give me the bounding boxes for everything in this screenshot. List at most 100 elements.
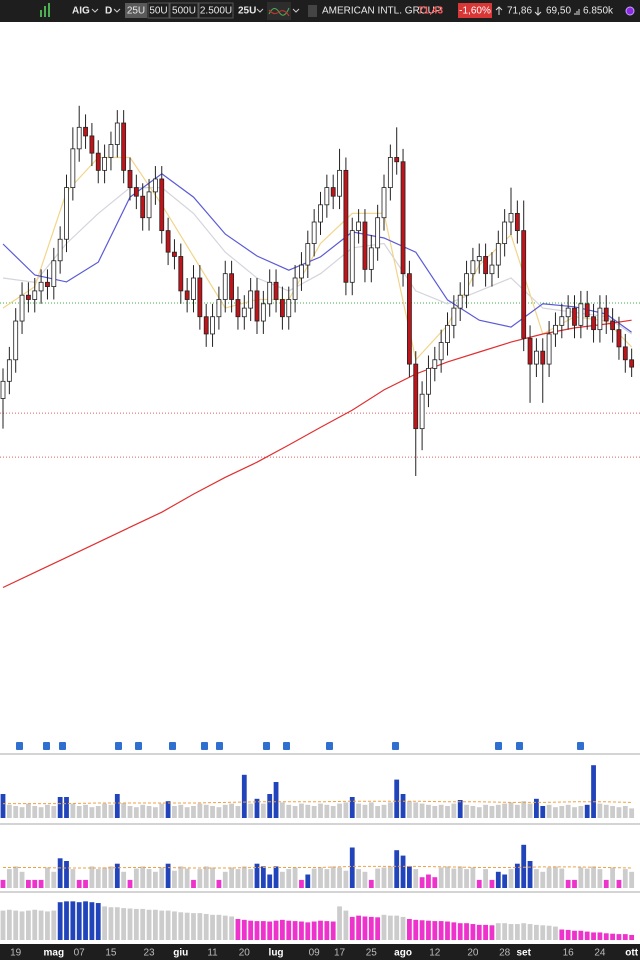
volume-bar: [38, 807, 44, 818]
volume-bar: [540, 925, 546, 940]
event-icon[interactable]: [495, 742, 502, 750]
volume-bar: [356, 803, 361, 818]
volume-bar: [89, 866, 95, 888]
up-arrow: [495, 6, 503, 15]
candle-body: [121, 122, 127, 171]
volume-bar: [102, 803, 107, 818]
volume-bar: [495, 871, 501, 888]
event-icon[interactable]: [59, 742, 66, 750]
volume-bar: [222, 804, 228, 818]
volume-bar: [254, 863, 260, 888]
volume-bar: [64, 861, 69, 888]
period[interactable]: D: [105, 6, 112, 17]
volume-bar: [368, 802, 374, 818]
volume-bar: [95, 869, 101, 888]
volume-icon: [574, 9, 580, 15]
toolbar-icon[interactable]: [40, 3, 50, 17]
volume-bar: [546, 925, 552, 940]
volume-bar: [527, 803, 533, 818]
event-icon[interactable]: [577, 742, 584, 750]
event-icon[interactable]: [135, 742, 142, 750]
range-button[interactable]: 500U: [172, 6, 196, 17]
info-icon[interactable]: [308, 5, 317, 17]
event-icon[interactable]: [16, 742, 23, 750]
candle-body: [394, 157, 400, 163]
volume-bar: [565, 804, 571, 818]
volume-bar: [13, 806, 19, 818]
volume-bar: [381, 804, 387, 818]
volume-bar: [375, 917, 381, 940]
volume-bar: [76, 879, 82, 888]
event-icon[interactable]: [263, 742, 270, 750]
volume-bar: [400, 916, 406, 940]
candle-body: [133, 187, 139, 197]
volume-bar: [165, 801, 171, 818]
candle-body: [508, 213, 514, 223]
event-icon[interactable]: [169, 742, 176, 750]
volume-bar: [267, 794, 273, 818]
volume-bar: [502, 923, 508, 940]
volume-bar: [578, 930, 584, 940]
volume-bar: [273, 866, 279, 888]
volume-bar: [483, 869, 488, 888]
candle-body: [406, 273, 412, 365]
volume-bar: [597, 869, 603, 888]
symbol[interactable]: AIG: [72, 6, 90, 17]
volume-bar: [318, 920, 323, 940]
volume-bar: [546, 867, 552, 888]
status-dot[interactable]: [625, 6, 635, 16]
volume-bar: [57, 858, 63, 888]
volume-bar: [203, 804, 209, 818]
candle-body: [387, 157, 393, 188]
event-icon[interactable]: [43, 742, 50, 750]
volume-bar: [438, 804, 444, 818]
volume-bar: [280, 802, 285, 818]
volume-bar: [216, 914, 222, 940]
event-icon[interactable]: [516, 742, 523, 750]
volume-bar: [432, 877, 438, 888]
candle-body: [584, 303, 590, 318]
volume-bar: [114, 907, 120, 940]
volume-bar: [6, 909, 12, 940]
range-button[interactable]: 50U: [149, 6, 167, 17]
x-tick-label: mag: [44, 948, 65, 959]
volume-bar: [51, 871, 57, 888]
volume-bar: [362, 804, 368, 818]
volume-bar: [349, 797, 355, 818]
event-icon[interactable]: [216, 742, 223, 750]
volume-bar: [159, 803, 165, 818]
candle-body: [622, 346, 628, 361]
candle-body: [254, 290, 260, 322]
range-button[interactable]: 2.500U: [200, 6, 232, 17]
volume-average: [3, 865, 632, 869]
volume-bar: [165, 863, 171, 888]
event-icon[interactable]: [115, 742, 122, 750]
candle-body: [527, 337, 533, 365]
volume-bar: [349, 916, 355, 940]
event-icon[interactable]: [283, 742, 290, 750]
volume-bar: [95, 903, 101, 940]
volume-bar: [622, 806, 628, 818]
volume-bar: [153, 807, 158, 818]
range-button[interactable]: 25U: [127, 6, 145, 17]
event-icon[interactable]: [201, 742, 208, 750]
x-tick-label: 09: [309, 948, 321, 959]
interval[interactable]: 25U: [238, 6, 256, 17]
event-icon[interactable]: [392, 742, 399, 750]
candle-body: [127, 169, 133, 188]
volume-bar: [172, 911, 177, 940]
volume-bar: [140, 866, 146, 888]
volume-bar: [394, 850, 400, 888]
candle-body: [299, 264, 304, 279]
event-icon[interactable]: [326, 742, 333, 750]
volume-bar: [121, 908, 127, 940]
candle-body: [540, 350, 546, 365]
candle-body: [184, 290, 190, 300]
volume-bar: [565, 879, 571, 888]
volume-bar: [534, 924, 539, 940]
volume-bar: [140, 804, 146, 818]
event-icons: [16, 742, 584, 750]
indicator-button[interactable]: [267, 2, 291, 20]
candle-body: [305, 243, 311, 266]
dropdown-arrow: [91, 8, 99, 13]
